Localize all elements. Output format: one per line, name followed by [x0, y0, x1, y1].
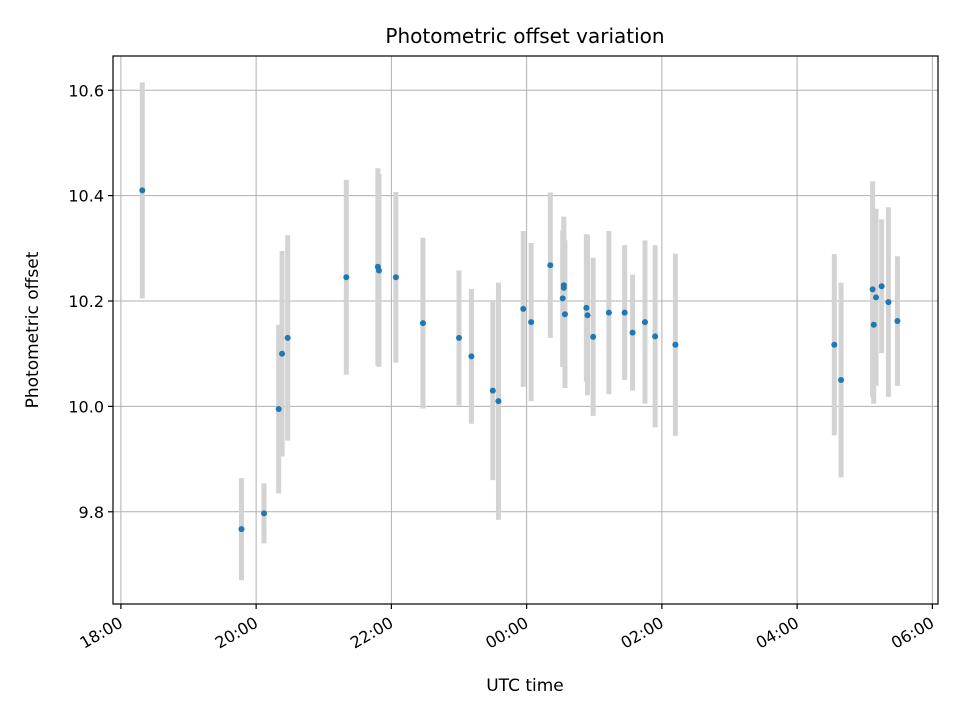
data-point [489, 387, 496, 394]
data-point [621, 309, 628, 316]
data-point [284, 334, 291, 341]
data-point [547, 262, 554, 269]
y-tick-label: 10.0 [68, 397, 104, 416]
y-tick-label: 10.2 [68, 292, 104, 311]
y-tick-label: 9.8 [79, 503, 104, 522]
data-point [419, 320, 426, 327]
data-point [831, 341, 838, 348]
data-point [559, 295, 566, 302]
y-tick-label: 10.4 [68, 187, 104, 206]
data-point [583, 304, 590, 311]
data-point [261, 510, 268, 517]
data-point [869, 286, 876, 293]
y-axis-title: Photometric offset [23, 251, 43, 408]
data-point [652, 333, 659, 340]
data-point [238, 526, 245, 533]
data-points [139, 187, 901, 533]
data-point [885, 299, 892, 306]
data-point [870, 321, 877, 328]
y-axis-ticks: 9.8 10.0 10.2 10.4 10.6 [68, 81, 113, 522]
data-point [894, 318, 901, 325]
data-point [456, 334, 463, 341]
data-point [590, 333, 597, 340]
data-point [495, 398, 502, 405]
data-point [528, 319, 535, 326]
data-point [873, 294, 880, 301]
data-point [629, 329, 636, 336]
data-point [279, 350, 286, 357]
x-axis-title: UTC time [486, 676, 564, 696]
chart-title: Photometric offset variation [385, 24, 664, 48]
data-point [838, 377, 845, 384]
y-tick-label: 10.6 [68, 81, 104, 100]
plot-frame [112, 55, 939, 605]
data-point [561, 311, 568, 318]
data-point [343, 274, 350, 281]
data-point [672, 341, 679, 348]
data-point [468, 353, 475, 360]
data-point [878, 283, 885, 290]
data-point [560, 284, 567, 291]
data-point [139, 187, 146, 194]
data-point [392, 274, 399, 281]
data-point [584, 312, 591, 319]
grid [113, 56, 938, 604]
data-point [605, 309, 612, 316]
data-point [520, 305, 527, 312]
data-point [375, 267, 382, 274]
data-point [641, 319, 648, 326]
data-point [275, 406, 282, 413]
